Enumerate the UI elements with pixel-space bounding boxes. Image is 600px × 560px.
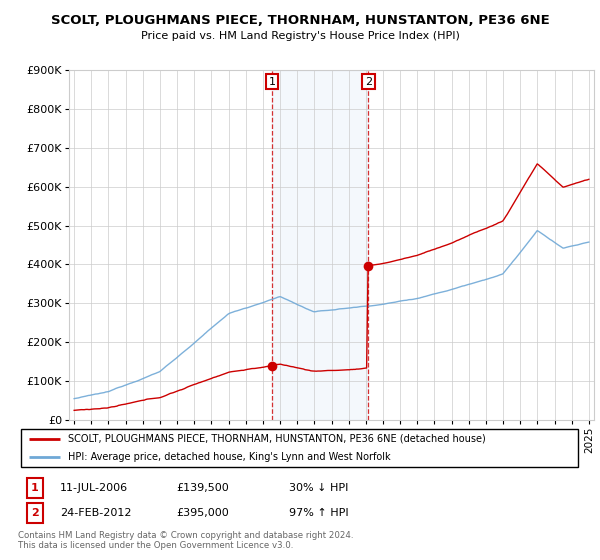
Text: 97% ↑ HPI: 97% ↑ HPI: [289, 508, 349, 518]
Text: SCOLT, PLOUGHMANS PIECE, THORNHAM, HUNSTANTON, PE36 6NE: SCOLT, PLOUGHMANS PIECE, THORNHAM, HUNST…: [50, 14, 550, 27]
Text: Contains HM Land Registry data © Crown copyright and database right 2024.
This d: Contains HM Land Registry data © Crown c…: [18, 531, 353, 550]
Text: 11-JUL-2006: 11-JUL-2006: [60, 483, 128, 493]
Text: 1: 1: [268, 77, 275, 87]
Text: 30% ↓ HPI: 30% ↓ HPI: [289, 483, 348, 493]
Text: SCOLT, PLOUGHMANS PIECE, THORNHAM, HUNSTANTON, PE36 6NE (detached house): SCOLT, PLOUGHMANS PIECE, THORNHAM, HUNST…: [68, 434, 485, 444]
Text: £395,000: £395,000: [176, 508, 229, 518]
Text: £139,500: £139,500: [176, 483, 229, 493]
FancyBboxPatch shape: [27, 478, 43, 498]
FancyBboxPatch shape: [27, 503, 43, 523]
FancyBboxPatch shape: [21, 429, 578, 467]
Bar: [272, 70, 368, 420]
Text: HPI: Average price, detached house, King's Lynn and West Norfolk: HPI: Average price, detached house, King…: [68, 452, 390, 462]
Text: 1: 1: [31, 483, 39, 493]
Text: 24-FEB-2012: 24-FEB-2012: [60, 508, 132, 518]
Text: Price paid vs. HM Land Registry's House Price Index (HPI): Price paid vs. HM Land Registry's House …: [140, 31, 460, 41]
Text: 2: 2: [31, 508, 39, 518]
Text: 2: 2: [365, 77, 372, 87]
